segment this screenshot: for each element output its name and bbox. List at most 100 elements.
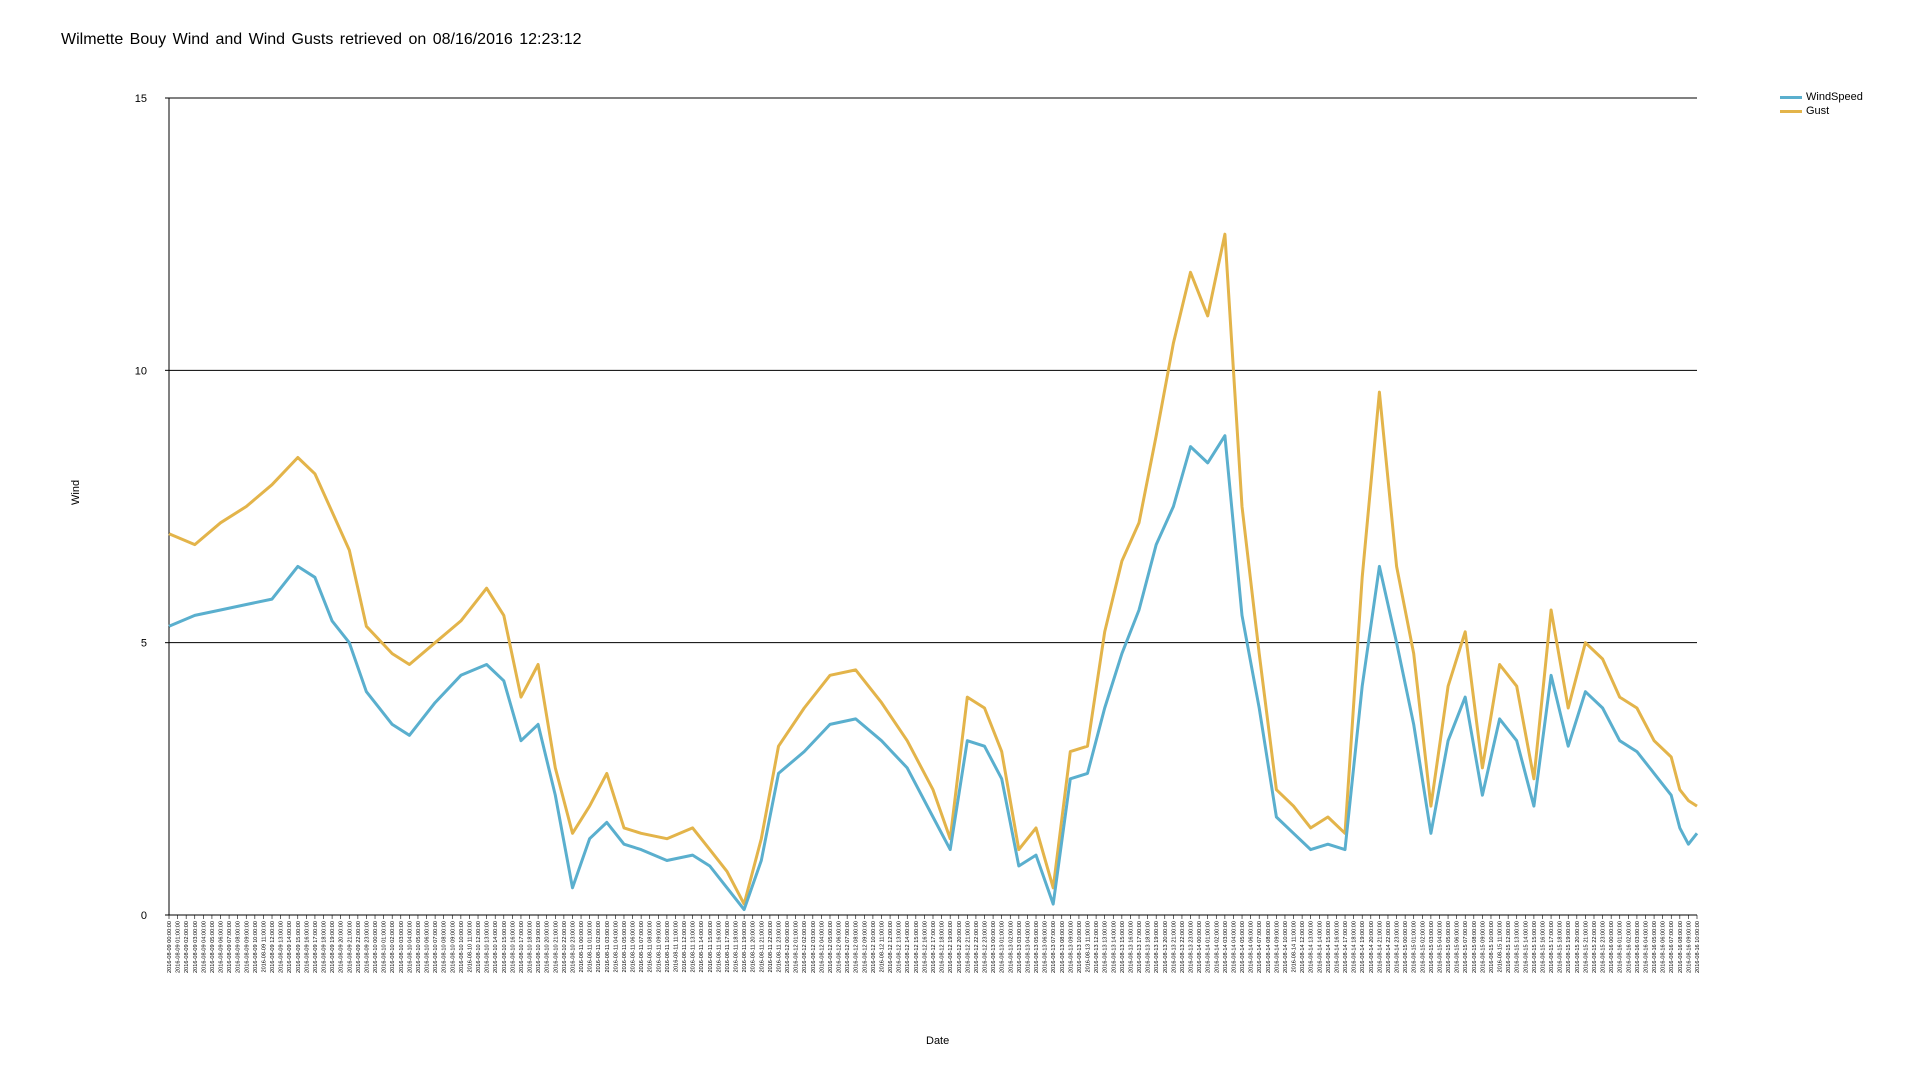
x-tick-label: 2016-08-14 04:00:00 bbox=[1231, 921, 1237, 973]
x-tick-label: 2016-08-15 19:00:00 bbox=[1566, 921, 1572, 973]
x-tick-label: 2016-08-15 14:00:00 bbox=[1523, 921, 1529, 973]
x-tick-label: 2016-08-12 09:00:00 bbox=[862, 921, 868, 973]
x-tick-label: 2016-08-14 01:00:00 bbox=[1206, 921, 1212, 973]
x-tick-label: 2016-08-11 08:00:00 bbox=[648, 921, 654, 973]
x-tick-label: 2016-08-14 03:00:00 bbox=[1223, 921, 1229, 973]
x-tick-label: 2016-08-12 20:00:00 bbox=[957, 921, 963, 973]
x-tick-label: 2016-08-14 15:00:00 bbox=[1326, 921, 1332, 973]
x-tick-label: 2016-08-16 00:00:00 bbox=[1609, 921, 1615, 973]
x-tick-label: 2016-08-15 16:00:00 bbox=[1540, 921, 1546, 973]
x-tick-label: 2016-08-13 00:00:00 bbox=[991, 921, 997, 973]
x-tick-label: 2016-08-15 03:00:00 bbox=[1429, 921, 1435, 973]
x-tick-label: 2016-08-14 18:00:00 bbox=[1352, 921, 1358, 973]
x-tick-label: 2016-08-11 21:00:00 bbox=[759, 921, 765, 973]
x-tick-label: 2016-08-14 09:00:00 bbox=[1274, 921, 1280, 973]
x-tick-label: 2016-08-10 12:00:00 bbox=[476, 921, 482, 973]
x-tick-label: 2016-08-13 01:00:00 bbox=[1000, 921, 1006, 973]
x-tick-label: 2016-08-09 05:00:00 bbox=[210, 921, 216, 973]
x-tick-label: 2016-08-12 19:00:00 bbox=[948, 921, 954, 973]
x-tick-label: 2016-08-12 23:00:00 bbox=[983, 921, 989, 973]
chart-title: Wilmette Bouy Wind and Wind Gusts retrie… bbox=[61, 31, 582, 48]
x-tick-label: 2016-08-13 13:00:00 bbox=[1103, 921, 1109, 973]
x-tick-label: 2016-08-10 11:00:00 bbox=[467, 921, 473, 973]
x-tick-label: 2016-08-11 15:00:00 bbox=[708, 921, 714, 973]
x-tick-label: 2016-08-12 16:00:00 bbox=[922, 921, 928, 973]
x-axis-label: Date bbox=[926, 1035, 950, 1047]
x-tick-label: 2016-08-16 04:00:00 bbox=[1643, 921, 1649, 973]
x-tick-label: 2016-08-09 00:00:00 bbox=[167, 921, 173, 973]
x-tick-label: 2016-08-12 02:00:00 bbox=[802, 921, 808, 973]
x-tick-label: 2016-08-14 07:00:00 bbox=[1257, 921, 1263, 973]
x-tick-label: 2016-08-13 21:00:00 bbox=[1171, 921, 1177, 973]
x-tick-label: 2016-08-13 05:00:00 bbox=[1034, 921, 1040, 973]
x-tick-label: 2016-08-10 19:00:00 bbox=[536, 921, 542, 973]
x-tick-label: 2016-08-12 13:00:00 bbox=[897, 921, 903, 973]
x-tick-label: 2016-08-10 18:00:00 bbox=[528, 921, 534, 973]
x-tick-label: 2016-08-15 00:00:00 bbox=[1403, 921, 1409, 973]
x-tick-label: 2016-08-09 10:00:00 bbox=[253, 921, 259, 973]
x-tick-label: 2016-08-11 18:00:00 bbox=[734, 921, 740, 973]
legend-item-gust: Gust bbox=[1780, 104, 1829, 118]
x-tick-label: 2016-08-14 13:00:00 bbox=[1309, 921, 1315, 973]
x-tick-label: 2016-08-15 08:00:00 bbox=[1472, 921, 1478, 973]
x-tick-label: 2016-08-14 19:00:00 bbox=[1360, 921, 1366, 973]
x-tick-label: 2016-08-16 03:00:00 bbox=[1635, 921, 1641, 973]
x-tick-label: 2016-08-15 20:00:00 bbox=[1575, 921, 1581, 973]
x-tick-label: 2016-08-11 01:00:00 bbox=[588, 921, 594, 973]
x-tick-label: 2016-08-10 20:00:00 bbox=[545, 921, 551, 973]
legend-label: WindSpeed bbox=[1806, 91, 1863, 103]
x-tick-label: 2016-08-12 10:00:00 bbox=[871, 921, 877, 973]
x-tick-label: 2016-08-14 16:00:00 bbox=[1334, 921, 1340, 973]
x-tick-label: 2016-08-13 03:00:00 bbox=[1017, 921, 1023, 973]
x-tick-label: 2016-08-13 14:00:00 bbox=[1111, 921, 1117, 973]
x-tick-label: 2016-08-11 05:00:00 bbox=[622, 921, 628, 973]
x-tick-label: 2016-08-10 03:00:00 bbox=[399, 921, 405, 973]
x-tick-label: 2016-08-14 08:00:00 bbox=[1266, 921, 1272, 973]
x-tick-label: 2016-08-15 01:00:00 bbox=[1412, 921, 1418, 973]
x-tick-label: 2016-08-12 05:00:00 bbox=[828, 921, 834, 973]
x-tick-label: 2016-08-11 07:00:00 bbox=[639, 921, 645, 973]
x-tick-label: 2016-08-09 11:00:00 bbox=[261, 921, 267, 973]
y-tick-label: 15 bbox=[135, 93, 147, 105]
x-tick-label: 2016-08-12 00:00:00 bbox=[785, 921, 791, 973]
x-tick-label: 2016-08-15 11:00:00 bbox=[1498, 921, 1504, 973]
x-tick-label: 2016-08-09 04:00:00 bbox=[201, 921, 207, 973]
x-tick-label: 2016-08-09 21:00:00 bbox=[347, 921, 353, 973]
x-tick-label: 2016-08-11 00:00:00 bbox=[579, 921, 585, 973]
x-tick-label: 2016-08-09 03:00:00 bbox=[193, 921, 199, 973]
x-tick-label: 2016-08-13 06:00:00 bbox=[1043, 921, 1049, 973]
legend-label: Gust bbox=[1806, 105, 1830, 117]
x-tick-label: 2016-08-10 07:00:00 bbox=[433, 921, 439, 973]
x-tick-label: 2016-08-15 23:00:00 bbox=[1601, 921, 1607, 973]
x-tick-label: 2016-08-14 17:00:00 bbox=[1343, 921, 1349, 973]
x-tick-label: 2016-08-10 16:00:00 bbox=[510, 921, 516, 973]
x-tick-label: 2016-08-11 02:00:00 bbox=[596, 921, 602, 973]
x-tick-label: 2016-08-14 14:00:00 bbox=[1317, 921, 1323, 973]
x-tick-label: 2016-08-15 17:00:00 bbox=[1549, 921, 1555, 973]
legend-swatch bbox=[1780, 109, 1802, 113]
x-tick-label: 2016-08-10 09:00:00 bbox=[450, 921, 456, 973]
x-tick-label: 2016-08-16 07:00:00 bbox=[1669, 921, 1675, 973]
x-tick-label: 2016-08-10 10:00:00 bbox=[459, 921, 465, 973]
x-tick-label: 2016-08-09 17:00:00 bbox=[313, 921, 319, 973]
x-tick-label: 2016-08-09 09:00:00 bbox=[244, 921, 250, 973]
series-line-gust bbox=[168, 232, 1698, 906]
x-tick-label: 2016-08-13 15:00:00 bbox=[1120, 921, 1126, 973]
x-tick-label: 2016-08-16 05:00:00 bbox=[1652, 921, 1658, 973]
y-tick-label: 0 bbox=[141, 910, 147, 922]
y-axis-label: Wind bbox=[70, 479, 82, 505]
x-tick-label: 2016-08-11 06:00:00 bbox=[631, 921, 637, 973]
x-tick-label: 2016-08-12 06:00:00 bbox=[837, 921, 843, 973]
x-tick-label: 2016-08-11 20:00:00 bbox=[751, 921, 757, 973]
x-tick-label: 2016-08-16 01:00:00 bbox=[1618, 921, 1624, 973]
x-tick-label: 2016-08-09 15:00:00 bbox=[296, 921, 302, 973]
legend-item-windspeed: WindSpeed bbox=[1780, 90, 1863, 104]
x-tick-label: 2016-08-09 07:00:00 bbox=[227, 921, 233, 973]
x-tick-label: 2016-08-12 22:00:00 bbox=[974, 921, 980, 973]
x-tick-label: 2016-08-11 19:00:00 bbox=[742, 921, 748, 973]
x-tick-label: 2016-08-13 16:00:00 bbox=[1128, 921, 1134, 973]
x-tick-label: 2016-08-13 20:00:00 bbox=[1163, 921, 1169, 973]
x-tick-label: 2016-08-09 19:00:00 bbox=[330, 921, 336, 973]
x-tick-label: 2016-08-12 04:00:00 bbox=[819, 921, 825, 973]
x-tick-label: 2016-08-11 16:00:00 bbox=[716, 921, 722, 973]
